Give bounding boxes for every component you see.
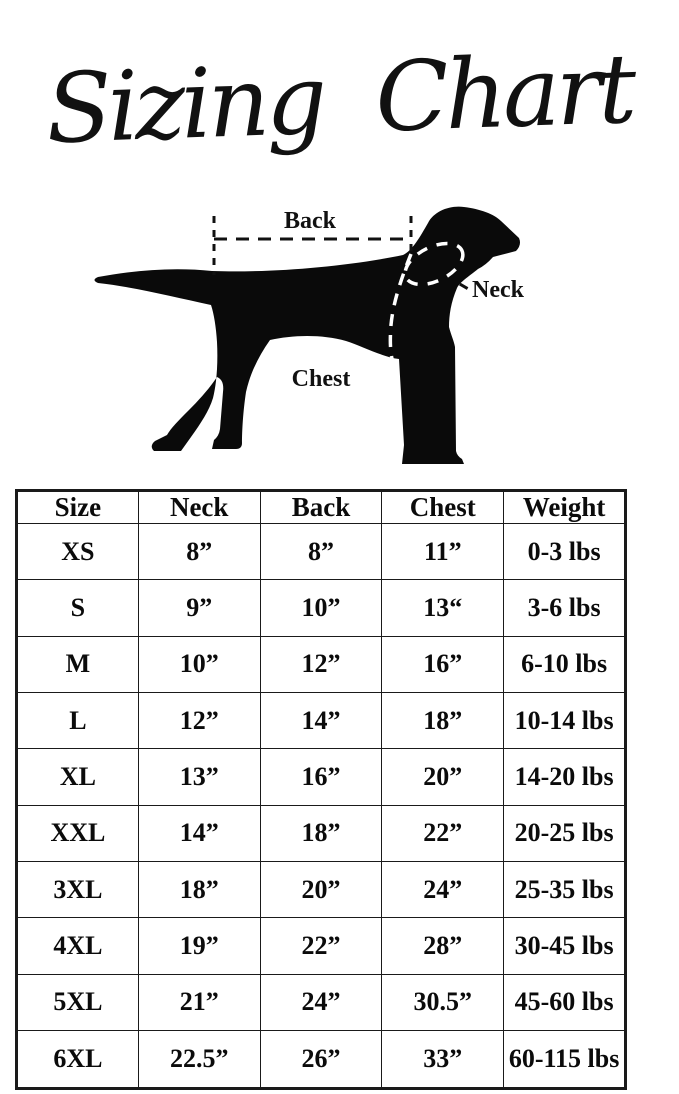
- neck-measure-dash: [403, 241, 465, 287]
- table-cell: 22”: [381, 804, 505, 862]
- sizing-table-head: Size Neck Back Chest Weight: [16, 490, 626, 524]
- table-cell: 33”: [381, 1029, 505, 1090]
- table-cell: 14”: [137, 804, 261, 862]
- dog-silhouette-icon: [94, 206, 520, 464]
- sizing-table-body: XS 8” 8” 11” 0-3 lbs S 9” 10” 13“ 3-6 lbs M 10” 12” 1…: [16, 522, 626, 1090]
- table-cell: 24”: [381, 860, 505, 919]
- page-title: Sizing Chart: [44, 32, 635, 166]
- size-cell: 4XL: [16, 917, 139, 975]
- table-cell: 14-20 lbs: [503, 748, 626, 806]
- dog-measurement-diagram: Back Neck Chest: [94, 206, 525, 464]
- table-cell: 3-6 lbs: [503, 579, 626, 637]
- table-cell: 30.5”: [381, 973, 505, 1031]
- table-cell: 14”: [259, 691, 383, 750]
- table-cell: 8”: [259, 522, 383, 581]
- table-cell: 26”: [259, 1029, 383, 1090]
- size-cell: XL: [16, 748, 139, 806]
- table-row: XS 8” 8” 11” 0-3 lbs: [16, 522, 626, 581]
- table-cell: 22”: [259, 917, 383, 975]
- back-label: Back: [284, 208, 337, 234]
- size-cell: M: [16, 635, 139, 693]
- table-cell: 10”: [137, 635, 261, 693]
- table-cell: 18”: [381, 691, 505, 750]
- table-row: XXL 14” 18” 22” 20-25 lbs: [16, 804, 626, 862]
- table-row: L 12” 14” 18” 10-14 lbs: [16, 691, 626, 750]
- table-row: XL 13” 16” 20” 14-20 lbs: [16, 748, 626, 806]
- table-cell: 45-60 lbs: [503, 973, 626, 1031]
- table-cell: 20”: [259, 860, 383, 919]
- table-cell: 10”: [259, 579, 383, 637]
- table-cell: 12”: [137, 691, 261, 750]
- table-row: 4XL 19” 22” 28” 30-45 lbs: [16, 917, 626, 975]
- column-header-size: Size: [16, 490, 139, 524]
- table-cell: 6-10 lbs: [503, 635, 626, 693]
- table-row: 3XL 18” 20” 24” 25-35 lbs: [16, 860, 626, 919]
- chest-label: Chest: [292, 366, 351, 392]
- table-cell: 20-25 lbs: [503, 804, 626, 862]
- table-row: S 9” 10” 13“ 3-6 lbs: [16, 579, 626, 637]
- table-cell: 13“: [381, 579, 505, 637]
- table-cell: 12”: [259, 635, 383, 693]
- table-cell: 16”: [381, 635, 505, 693]
- table-cell: 22.5”: [137, 1029, 261, 1090]
- table-cell: 25-35 lbs: [503, 860, 626, 919]
- table-cell: 11”: [381, 522, 505, 581]
- table-cell: 8”: [137, 522, 261, 581]
- size-cell: 3XL: [16, 860, 139, 919]
- table-row: 6XL 22.5” 26” 33” 60-115 lbs: [16, 1029, 626, 1090]
- table-cell: 0-3 lbs: [503, 522, 626, 581]
- table-header-row: Size Neck Back Chest Weight: [16, 490, 626, 524]
- table-cell: 30-45 lbs: [503, 917, 626, 975]
- table-cell: 10-14 lbs: [503, 691, 626, 750]
- table-cell: 13”: [137, 748, 261, 806]
- size-cell: XXL: [16, 804, 139, 862]
- table-cell: 24”: [259, 973, 383, 1031]
- size-cell: 6XL: [16, 1029, 139, 1090]
- table-row: 5XL 21” 24” 30.5” 45-60 lbs: [16, 973, 626, 1031]
- size-cell: L: [16, 691, 139, 750]
- size-cell: S: [16, 579, 139, 637]
- column-header-chest: Chest: [381, 490, 505, 524]
- table-cell: 19”: [137, 917, 261, 975]
- page-title-area: Sizing Chart: [0, 0, 679, 198]
- column-header-neck: Neck: [137, 490, 261, 524]
- size-cell: 5XL: [16, 973, 139, 1031]
- chest-measure-dash: [388, 253, 413, 360]
- neck-label: Neck: [472, 277, 525, 303]
- table-cell: 60-115 lbs: [503, 1029, 626, 1090]
- sizing-table: Size Neck Back Chest Weight XS 8” 8” 11” 0-3 lbs…: [15, 489, 627, 1090]
- table-cell: 21”: [137, 973, 261, 1031]
- table-cell: 18”: [259, 804, 383, 862]
- table-cell: 18”: [137, 860, 261, 919]
- table-cell: 20”: [381, 748, 505, 806]
- table-row: M 10” 12” 16” 6-10 lbs: [16, 635, 626, 693]
- size-cell: XS: [16, 522, 139, 581]
- table-cell: 16”: [259, 748, 383, 806]
- column-header-back: Back: [259, 490, 383, 524]
- table-cell: 28”: [381, 917, 505, 975]
- column-header-weight: Weight: [503, 490, 626, 524]
- table-cell: 9”: [137, 579, 261, 637]
